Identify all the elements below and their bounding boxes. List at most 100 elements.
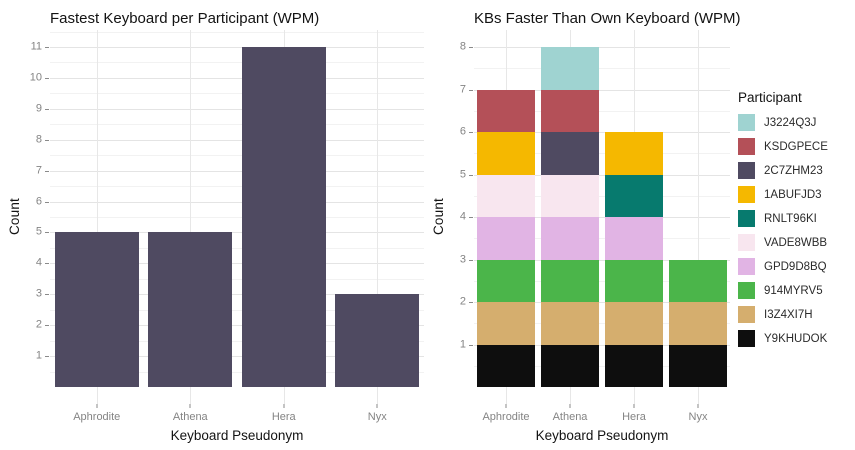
stack-segment-2C7ZHM23 [541, 132, 599, 175]
chart-body: Count 1 2 3 4 5 6 7 8 [430, 30, 730, 404]
gridline-minor [50, 278, 424, 280]
y-axis-tick [469, 174, 473, 176]
stack-segment-KSDGPECE [477, 89, 535, 132]
gridline-vertical [96, 30, 98, 404]
y-axis-title: Count [430, 30, 446, 404]
stack-segment-GPD9D8BQ [477, 217, 535, 260]
stack-segment-Y9KHUDOK [605, 344, 663, 387]
x-tick-label: Athena [172, 411, 208, 423]
x-axis-tick [283, 404, 285, 408]
plot-panel [474, 30, 730, 404]
y-axis-tick [45, 232, 49, 234]
legend-swatch [738, 186, 755, 203]
gridline-minor [474, 238, 730, 240]
right-chart: KBs Faster Than Own Keyboard (WPM) Count… [430, 0, 741, 450]
gridline-minor [50, 186, 424, 188]
gridline-minor [50, 309, 424, 311]
gridline-minor [50, 124, 424, 126]
gridline-major [50, 108, 424, 110]
stack-segment-RNLT96KI [605, 174, 663, 217]
y-tick-label: 5 [459, 168, 466, 180]
legend-swatch [738, 234, 755, 251]
y-tick-label: 1 [459, 338, 466, 350]
legend-item: KSDGPECE [738, 138, 855, 155]
x-axis-tick [376, 404, 378, 408]
x-tick-label: Athena [552, 411, 588, 423]
gridline-vertical [190, 30, 192, 404]
bar-athena [148, 232, 233, 387]
stack-segment-1ABUFJD3 [605, 132, 663, 175]
gridline-major [50, 170, 424, 172]
legend-label: J3224Q3J [764, 116, 817, 129]
gridline-major [474, 174, 730, 176]
legend-label: GPD9D8BQ [764, 260, 827, 273]
stack-segment-VADE8WBB [541, 174, 599, 217]
legend-label: 1ABUFJD3 [764, 188, 822, 201]
y-axis-tick [469, 302, 473, 303]
legend-label: KSDGPECE [764, 140, 828, 153]
y-axis-tick [45, 170, 49, 172]
stack-segment-Y9KHUDOK [669, 344, 727, 387]
gridline-minor [50, 31, 424, 33]
y-axis-tick [469, 217, 473, 218]
x-tick-label: Hera [622, 411, 646, 423]
gridline-major [50, 325, 424, 327]
y-axis-tick [45, 139, 49, 141]
y-tick-label: 1 [35, 349, 42, 362]
stack-segment-914MYRV5 [605, 259, 663, 302]
stack-segment-I3Z4XI7H [605, 302, 663, 345]
legend-swatch [738, 162, 755, 179]
stack-segment-Y9KHUDOK [477, 344, 535, 387]
y-axis-title-text: Count [430, 198, 446, 236]
y-tick-label: 7 [459, 83, 466, 95]
gridline-major [50, 263, 424, 265]
stack-segment-I3Z4XI7H [477, 302, 535, 345]
y-axis-title-text: Count [6, 198, 22, 236]
plot-panel [50, 30, 424, 404]
y-tick-label: 4 [35, 256, 42, 269]
y-tick-label: 2 [459, 295, 466, 308]
legend-item: 914MYRV5 [738, 282, 855, 299]
y-axis-tick [45, 325, 49, 327]
legend-item: GPD9D8BQ [738, 258, 855, 275]
stack-segment-GPD9D8BQ [541, 217, 599, 260]
y-tick-label: 8 [459, 40, 466, 53]
bar-hera [241, 47, 326, 387]
gridline-major [50, 201, 424, 203]
y-tick-label: 8 [35, 133, 42, 146]
legend-item: 1ABUFJD3 [738, 186, 855, 203]
legend-label: Y9KHUDOK [764, 332, 828, 345]
y-tick-label: 4 [459, 210, 466, 223]
gridline-minor [50, 93, 424, 95]
y-axis-tick [45, 47, 49, 48]
gridline-minor [50, 62, 424, 64]
stack-segment-914MYRV5 [541, 259, 599, 302]
legend-label: VADE8WBB [764, 236, 828, 249]
y-axis-title: Count [6, 30, 22, 404]
y-axis-tick [469, 344, 473, 346]
gridline-major [474, 217, 730, 218]
y-tick-label: 2 [35, 318, 42, 331]
gridline-minor [474, 110, 730, 112]
legend-swatch [738, 210, 755, 227]
stack-segment-GPD9D8BQ [605, 217, 663, 260]
x-tick-label: Nyx [367, 411, 387, 423]
gridline-major [474, 47, 730, 48]
gridline-major [474, 344, 730, 346]
stack-segment-I3Z4XI7H [541, 302, 599, 345]
gridline-major [474, 89, 730, 91]
gridline-major [50, 139, 424, 141]
y-axis-tick [45, 294, 49, 296]
legend-label: I3Z4XI7H [764, 308, 813, 321]
y-tick-label: 3 [459, 253, 466, 265]
x-axis-tick [633, 404, 635, 408]
y-tick-label: 9 [35, 102, 42, 115]
x-axis-tick [569, 404, 571, 408]
stack-segment-914MYRV5 [669, 259, 727, 302]
x-tick-label: Nyx [688, 411, 708, 423]
gridline-vertical [698, 30, 699, 404]
gridline-major [50, 232, 424, 234]
legend-swatch [738, 282, 755, 299]
legend-label: 2C7ZHM23 [764, 164, 823, 177]
